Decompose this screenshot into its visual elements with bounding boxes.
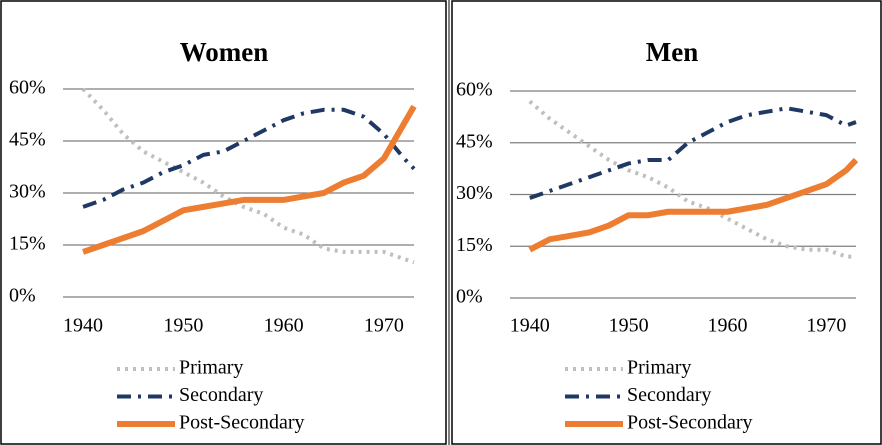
- y-tick-label: 30%: [9, 181, 46, 203]
- chart-title: Women: [180, 37, 269, 67]
- y-tick-label: 45%: [9, 129, 46, 151]
- data-line: [529, 106, 857, 200]
- legend-label: Post-Secondary: [627, 412, 753, 434]
- legend-label: Primary: [179, 357, 243, 379]
- x-tick-label: 1940: [63, 315, 103, 337]
- x-tick-label: 1970: [806, 315, 846, 337]
- x-tick-label: 1940: [510, 315, 550, 337]
- data-line: [528, 99, 856, 259]
- y-tick-label: 60%: [9, 77, 46, 99]
- y-tick-label: 45%: [456, 130, 493, 152]
- y-tick-label: 15%: [456, 234, 493, 256]
- legend-label: Secondary: [627, 384, 711, 406]
- y-tick-label: 60%: [456, 79, 493, 101]
- x-tick-label: 1960: [264, 315, 304, 337]
- legend-label: Primary: [627, 357, 691, 379]
- data-line: [82, 107, 416, 209]
- data-line: [528, 157, 859, 253]
- legend-label: Secondary: [179, 384, 263, 406]
- legend-label: Post-Secondary: [179, 412, 305, 434]
- chart-title: Men: [646, 37, 698, 67]
- panel-border: [451, 0, 882, 445]
- data-line: [82, 104, 417, 255]
- y-tick-label: 0%: [9, 285, 36, 307]
- data-line: [81, 87, 415, 265]
- x-tick-label: 1960: [707, 315, 747, 337]
- y-tick-label: 15%: [9, 233, 46, 255]
- y-tick-label: 30%: [456, 182, 493, 204]
- x-tick-label: 1950: [609, 315, 649, 337]
- y-tick-label: 0%: [456, 286, 483, 308]
- x-tick-label: 1970: [364, 315, 404, 337]
- panel-border: [0, 0, 447, 445]
- x-tick-label: 1950: [163, 315, 203, 337]
